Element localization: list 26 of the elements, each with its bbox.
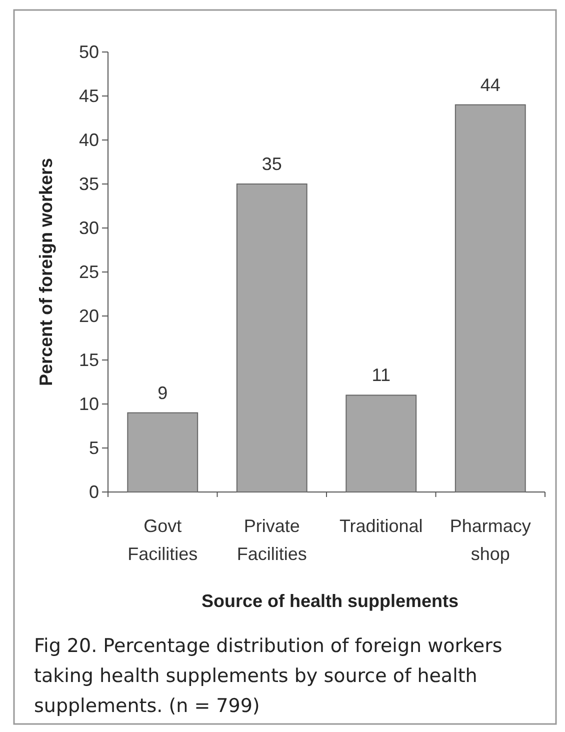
x-tick-label: Pharmacy shop (450, 516, 531, 564)
bar (454, 104, 526, 492)
data-label: 9 (158, 382, 168, 403)
y-tick-label: 45 (78, 86, 99, 106)
data-label: 11 (372, 365, 390, 386)
y-tick-label: 0 (88, 482, 99, 502)
y-tick-label: 35 (78, 174, 99, 194)
y-tick-label: 5 (88, 438, 99, 458)
data-label: 44 (480, 74, 500, 95)
y-tick-label: 30 (78, 218, 99, 238)
x-tick-label: Private Facilities (236, 516, 307, 564)
bar (236, 184, 308, 492)
x-axis-title: Source of health supplements (201, 591, 459, 611)
x-tick-label: Traditional (339, 516, 423, 536)
y-tick-label: 15 (78, 350, 99, 370)
bar (346, 394, 417, 492)
y-tick-label: 40 (78, 130, 99, 150)
bar (127, 412, 198, 492)
data-label: 35 (262, 154, 282, 174)
caption: Fig 20. Percentage distribution of foreign workers taking health supplements by source of health supplements. (n = 799) (34, 635, 502, 717)
y-tick-label: 25 (78, 262, 99, 282)
y-tick-label: 10 (78, 394, 99, 414)
y-tick-label: 50 (78, 42, 99, 62)
y-axis-title: Percent of foreign workers (36, 158, 56, 386)
x-tick-label: Govt Facilities (128, 516, 198, 564)
y-tick-label: 20 (78, 306, 99, 326)
